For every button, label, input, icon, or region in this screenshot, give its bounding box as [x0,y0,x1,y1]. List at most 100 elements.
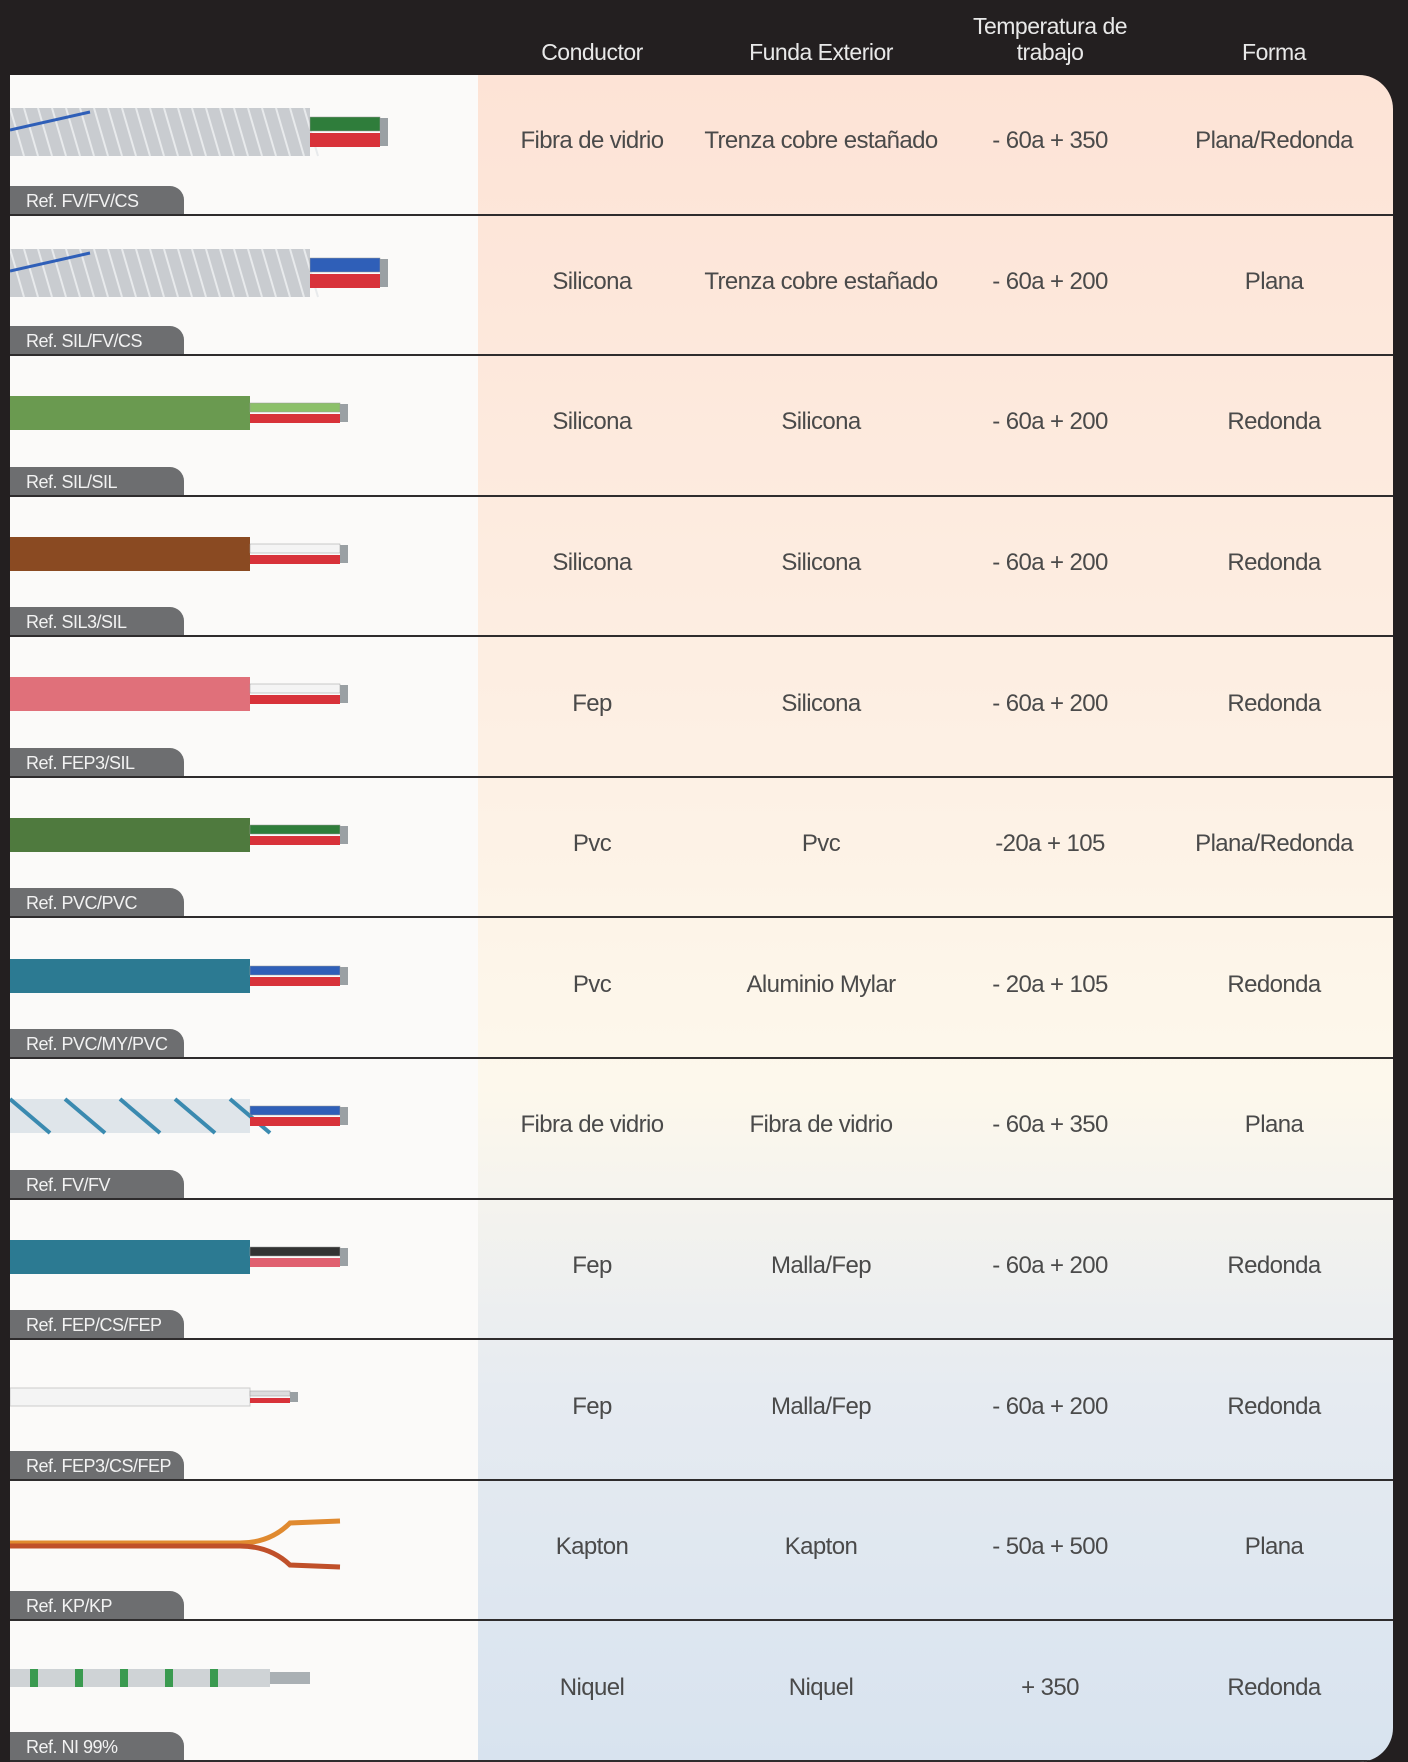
ref-label: Ref. SIL3/SIL [10,607,184,635]
cell-funda: Silicona [781,409,860,437]
cable-illustration [10,1362,430,1432]
cell-temperatura: - 60a + 200 [992,409,1108,437]
cell-funda: Fibra de vidrio [749,1112,892,1140]
cell-conductor: Fep [572,1252,612,1280]
table-row: Ref. SIL3/SILSiliconaSilicona- 60a + 200… [10,497,1393,638]
cell-funda: Aluminio Mylar [747,971,896,999]
cable-part [340,1248,348,1266]
cable-part [250,836,340,845]
cable-part [10,1546,340,1567]
cable-part [340,404,348,422]
column-header: Forma [1189,39,1359,65]
cell-forma: Plana [1245,1112,1303,1140]
table-row: Ref. FEP3/CS/FEPFepMalla/Fep- 60a + 200R… [10,1340,1393,1481]
cable-part [250,1247,340,1256]
cell-temperatura: -20a + 105 [995,830,1104,858]
cable-part [340,685,348,703]
cable-part [120,1669,128,1687]
cell-conductor: Fibra de vidrio [520,1112,663,1140]
table-row: Ref. FV/FV/CS Fibra de vidrio Trenza cobre… [10,75,1393,216]
ref-label: Ref. FV/FV/CS [10,186,184,214]
cable-part [380,118,388,146]
ref-label: Ref. PVC/PVC [10,888,184,916]
cell-funda: Kapton [785,1533,857,1561]
cable-part [340,545,348,563]
cable-part [165,1669,173,1687]
cable-part [250,1398,290,1403]
cell-funda: Silicona [781,690,860,718]
ref-label: Ref. FEP3/CS/FEP [10,1451,184,1479]
cable-part [250,695,340,704]
column-header: Conductor [507,39,677,65]
cell-forma: Redonda [1227,1393,1320,1421]
ref-label: Ref. PVC/MY/PVC [10,1029,184,1057]
cable-part [290,1392,298,1402]
ref-label: Ref. SIL/FV/CS [10,326,184,354]
cable-part [10,537,250,571]
cable-part [10,1521,340,1543]
cell-temperatura: - 60a + 200 [992,1393,1108,1421]
cell-funda: Silicona [781,549,860,577]
cable-part [250,544,340,553]
cable-part [270,1672,310,1684]
cell-conductor: Pvc [573,830,611,858]
ref-label: Ref. FEP3/SIL [10,748,184,776]
cable-part [250,825,340,834]
cell-conductor: Kapton [556,1533,628,1561]
cable-part [250,966,340,975]
cell-forma: Plana/Redonda [1195,830,1353,858]
column-header: Temperatura de trabajo [965,13,1135,65]
cell-temperatura: - 60a + 200 [992,1252,1108,1280]
cable-part [10,959,250,993]
cell-forma: Redonda [1227,971,1320,999]
cable-illustration [10,1222,430,1292]
cable-illustration [10,378,430,448]
column-header: Funda Exterior [736,39,906,65]
cell-temperatura: - 60a + 200 [992,690,1108,718]
table: Ref. FV/FV/CS Fibra de vidrio Trenza cobre… [10,75,1393,1762]
ref-label: Ref. NI 99% [10,1732,184,1760]
cable-part [250,1106,340,1115]
cable-part [310,133,380,147]
cell-funda: Trenza cobre estañado [704,127,937,155]
cable-part [310,117,380,131]
cell-conductor: Fibra de vidrio [520,127,663,155]
cell-temperatura: - 60a + 350 [992,127,1108,155]
cell-temperatura: - 50a + 500 [992,1533,1108,1561]
ref-label: Ref. SIL/SIL [10,467,184,495]
cell-forma: Redonda [1227,549,1320,577]
cable-illustration [10,659,430,729]
cable-part [250,1258,340,1267]
cable-part [250,1391,290,1396]
cell-temperatura: + 350 [1021,1674,1079,1702]
cable-illustration [10,800,430,870]
cell-temperatura: - 20a + 105 [992,971,1108,999]
cell-funda: Niquel [789,1674,853,1702]
cable-part [75,1669,83,1687]
cell-forma: Redonda [1227,409,1320,437]
cell-conductor: Pvc [573,971,611,999]
table-row: Ref. SIL/FV/CSSiliconaTrenza cobre estañ… [10,216,1393,357]
cable-part [340,826,348,844]
table-row: Ref. FEP3/SILFepSilicona- 60a + 200Redon… [10,637,1393,778]
cell-temperatura: - 60a + 350 [992,1112,1108,1140]
cable-illustration [10,238,430,308]
cell-forma: Plana [1245,268,1303,296]
cable-illustration [10,1081,430,1151]
cable-part [340,1107,348,1125]
cell-forma: Plana/Redonda [1195,127,1353,155]
cell-funda: Malla/Fep [771,1252,871,1280]
cable-illustration [10,519,430,589]
cell-forma: Redonda [1227,1674,1320,1702]
header: Conductor Funda Exterior Temperatura de tr… [0,0,1408,75]
cable-part [380,259,388,287]
cell-conductor: Niquel [560,1674,624,1702]
ref-label: Ref. KP/KP [10,1591,184,1619]
cable-part [250,977,340,986]
cell-temperatura: - 60a + 200 [992,268,1108,296]
cable-part [250,684,340,693]
cable-part [250,1117,340,1126]
